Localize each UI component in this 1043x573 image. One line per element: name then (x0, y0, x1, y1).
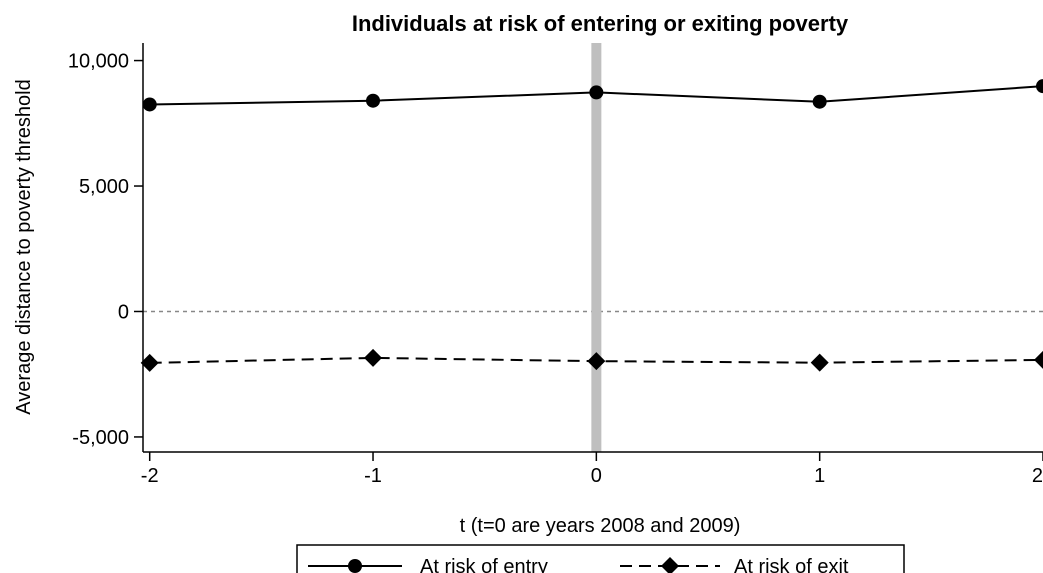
data-point (589, 85, 604, 100)
legend-marker (348, 559, 362, 573)
x-tick-label: -1 (364, 465, 382, 487)
data-point (587, 352, 606, 371)
x-tick-label: -2 (141, 465, 159, 487)
y-tick-label: 10,000 (68, 51, 129, 73)
legend-marker (661, 557, 679, 573)
series-layer (140, 79, 1043, 372)
x-axis-title: t (t=0 are years 2008 and 2009) (460, 515, 741, 537)
legend-label: At risk of entry (420, 556, 548, 573)
data-point (364, 348, 383, 367)
legend: At risk of entry At risk of exit (296, 544, 905, 573)
data-point (1034, 350, 1043, 369)
y-tick-label: -5,000 (72, 427, 129, 449)
plot-area (143, 43, 1043, 452)
y-axis-title: Average distance to poverty threshold (13, 79, 35, 414)
data-point (1036, 79, 1043, 94)
series-exit (140, 348, 1043, 372)
data-point (142, 97, 157, 112)
x-tick-label: 1 (814, 465, 825, 487)
data-point (810, 353, 829, 372)
data-point (140, 353, 159, 372)
chart-title: Individuals at risk of entering or exiti… (352, 11, 849, 36)
axes: -5,000 0 5,000 10,000 -2 -1 0 1 2 (68, 43, 1043, 487)
data-point (812, 94, 827, 109)
legend-label: At risk of exit (734, 556, 849, 573)
x-tick-label: 2 (1032, 465, 1043, 487)
data-point (366, 93, 381, 108)
x-tick-label: 0 (591, 465, 602, 487)
y-tick-label: 0 (118, 301, 129, 323)
y-tick-label: 5,000 (79, 176, 129, 198)
legend-box (296, 544, 905, 573)
series-entry (142, 79, 1043, 112)
